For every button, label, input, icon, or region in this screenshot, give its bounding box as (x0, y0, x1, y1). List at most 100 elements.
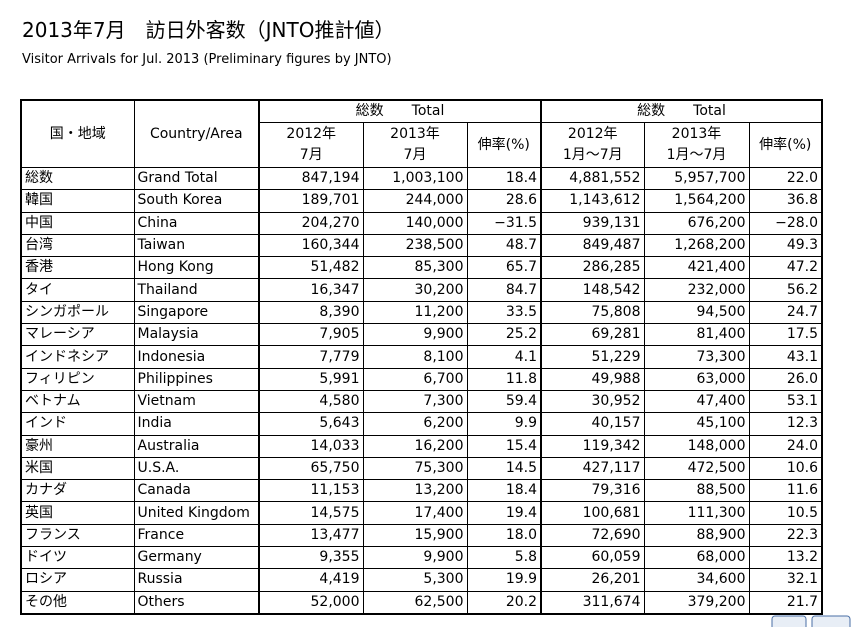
value-cell: 51,229 (540, 345, 645, 369)
value-cell: 36.8 (748, 189, 823, 213)
value-cell: 286,285 (540, 256, 645, 280)
header-line: 伸率(%) (477, 136, 530, 153)
table-row: 韓国 South Korea 189,701 244,000 28.6 1,143,612… (20, 189, 823, 213)
value-cell: 34,600 (643, 568, 750, 592)
area-cell: India (133, 412, 260, 436)
area-cell: Canada (133, 479, 260, 503)
area-cell: Philippines (133, 367, 260, 391)
value-cell: 65.7 (466, 256, 542, 280)
button[interactable] (771, 615, 807, 627)
value-cell: 62,500 (362, 590, 468, 615)
table-row: 豪州 Australia 14,033 16,200 15.4 119,342 148,00… (20, 434, 823, 458)
value-cell: 18.4 (466, 166, 542, 191)
value-cell: 88,500 (643, 479, 750, 503)
table-row: ロシア Russia 4,419 5,300 19.9 26,201 34,600 32.1 (20, 568, 823, 592)
value-cell: 94,500 (643, 300, 750, 325)
column-header: 伸率(%) (748, 122, 823, 168)
group-header: 総数 Total (258, 99, 542, 123)
value-cell: 232,000 (643, 278, 750, 302)
value-cell: 204,270 (258, 211, 364, 235)
area-cell: 中国 (20, 211, 135, 235)
value-cell: 33.5 (466, 300, 542, 325)
value-cell: 28.6 (466, 189, 542, 213)
value-cell: 9.9 (466, 412, 542, 436)
area-cell: ドイツ (20, 546, 135, 570)
value-cell: 72,690 (540, 523, 645, 548)
area-cell: ロシア (20, 568, 135, 592)
area-cell: マレーシア (20, 323, 135, 347)
table-row: タイ Thailand 16,347 30,200 84.7 148,542 232,000… (20, 278, 823, 302)
table-row: 総数 Grand Total 847,194 1,003,100 18.4 4,881,5… (20, 166, 823, 191)
area-cell: タイ (20, 278, 135, 302)
value-cell: 21.7 (748, 590, 823, 615)
value-cell: 311,674 (540, 590, 645, 615)
value-cell: 9,900 (362, 546, 468, 570)
value-cell: 1,564,200 (643, 189, 750, 213)
header-line: 2013年 (390, 126, 440, 142)
value-cell: 22.0 (748, 166, 823, 191)
column-header: 2013年 1月～7月 (643, 122, 750, 168)
table-row: マレーシア Malaysia 7,905 9,900 25.2 69,281 81,400 1… (20, 323, 823, 347)
value-cell: 160,344 (258, 233, 364, 258)
area-cell: Vietnam (133, 389, 260, 414)
value-cell: 13,477 (258, 523, 364, 548)
header-line: 伸率(%) (759, 136, 812, 153)
value-cell: 119,342 (540, 434, 645, 458)
value-cell: 68,000 (643, 546, 750, 570)
button[interactable] (811, 615, 851, 627)
value-cell: 5,991 (258, 367, 364, 391)
value-cell: 81,400 (643, 323, 750, 347)
value-cell: 30,952 (540, 389, 645, 414)
value-cell: 25.2 (466, 323, 542, 347)
value-cell: 421,400 (643, 256, 750, 280)
value-cell: 10.5 (748, 501, 823, 525)
toolbar-buttons (771, 615, 851, 627)
value-cell: 45,100 (643, 412, 750, 436)
value-cell: 85,300 (362, 256, 468, 280)
value-cell: 5,300 (362, 568, 468, 592)
area-cell: France (133, 523, 260, 548)
value-cell: 73,300 (643, 345, 750, 369)
value-cell: 427,117 (540, 456, 645, 481)
area-cell: Russia (133, 568, 260, 592)
value-cell: 8,390 (258, 300, 364, 325)
value-cell: 18.4 (466, 479, 542, 503)
value-cell: 849,487 (540, 233, 645, 258)
table-row: インドネシア Indonesia 7,779 8,100 4.1 51,229 73,300… (20, 345, 823, 369)
column-header: 伸率(%) (466, 122, 542, 168)
value-cell: 6,200 (362, 412, 468, 436)
value-cell: 9,900 (362, 323, 468, 347)
area-cell: カナダ (20, 479, 135, 503)
area-cell: その他 (20, 590, 135, 615)
value-cell: 19.9 (466, 568, 542, 592)
value-cell: 16,347 (258, 278, 364, 302)
value-cell: 8,100 (362, 345, 468, 369)
value-cell: −31.5 (466, 211, 542, 235)
area-cell: 総数 (20, 166, 135, 191)
value-cell: 43.1 (748, 345, 823, 369)
area-cell: 台湾 (20, 233, 135, 258)
column-header: 2013年 7月 (362, 122, 468, 168)
value-cell: 53.1 (748, 389, 823, 414)
value-cell: 60,059 (540, 546, 645, 570)
header-line: 1月～7月 (562, 147, 623, 163)
column-header: 2012年 7月 (258, 122, 364, 168)
value-cell: 12.3 (748, 412, 823, 436)
value-cell: 84.7 (466, 278, 542, 302)
column-header: 2012年 1月～7月 (540, 122, 645, 168)
value-cell: 5,643 (258, 412, 364, 436)
arrivals-table: 国・地域 Country/Area 総数 Total 総数 Total 2012… (20, 99, 823, 615)
area-cell: Grand Total (133, 166, 260, 191)
value-cell: 17.5 (748, 323, 823, 347)
area-cell: South Korea (133, 189, 260, 213)
area-cell: 米国 (20, 456, 135, 481)
area-cell: Australia (133, 434, 260, 458)
value-cell: 10.6 (748, 456, 823, 481)
table-head: 国・地域 Country/Area 総数 Total 総数 Total 2012… (20, 99, 823, 168)
value-cell: 16,200 (362, 434, 468, 458)
area-cell: Singapore (133, 300, 260, 325)
value-cell: 49.3 (748, 233, 823, 258)
header-line: 7月 (299, 147, 323, 163)
value-cell: 11,153 (258, 479, 364, 503)
area-cell: Thailand (133, 278, 260, 302)
